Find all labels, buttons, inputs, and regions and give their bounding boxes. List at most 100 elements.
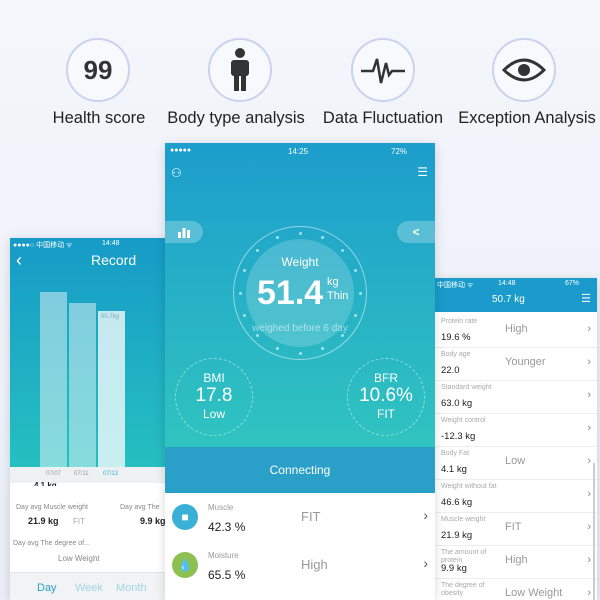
person-icon bbox=[208, 38, 272, 102]
chevron-right-icon: › bbox=[587, 323, 591, 335]
row-status: High bbox=[505, 554, 528, 566]
menu-icon[interactable]: ☰ bbox=[417, 165, 428, 179]
tab-week[interactable]: Week bbox=[75, 582, 103, 594]
metric-value: 65.5 % bbox=[208, 568, 246, 582]
detail-screen: 中国移动 ᯤ 14:48 67% 50.7 kg ☰ Protein rate 1… bbox=[435, 278, 597, 600]
row-label: Weight without fat bbox=[441, 483, 497, 490]
chevron-right-icon: › bbox=[423, 555, 428, 571]
row-label: Muscle weight bbox=[441, 516, 486, 523]
chevron-right-icon: › bbox=[423, 507, 428, 523]
score-glyph: 99 bbox=[83, 54, 113, 85]
chevron-right-icon: › bbox=[587, 455, 591, 467]
row-value: -12.3 kg bbox=[441, 431, 476, 442]
bfr-gauge[interactable]: BFR 10.6% FIT bbox=[347, 358, 425, 436]
bar[interactable] bbox=[69, 302, 96, 467]
gauge-tick bbox=[321, 346, 325, 350]
record-chart: 50.7kg bbox=[10, 278, 168, 467]
date-label-selected[interactable]: 07/13 bbox=[103, 471, 119, 477]
chevron-right-icon: › bbox=[587, 389, 591, 401]
share-icon: < bbox=[412, 225, 420, 239]
chevron-right-icon: › bbox=[587, 422, 591, 434]
gauge-tick bbox=[238, 291, 242, 295]
status-time: 14:48 bbox=[102, 240, 120, 247]
feature-label-data-fluctuation: Data Fluctuation bbox=[322, 109, 444, 127]
feature-label-health-score: Health score bbox=[52, 109, 146, 127]
detail-row[interactable]: Standard weight 63.0 kg › bbox=[435, 381, 597, 414]
date-strip: 07/07 07/11 07/13 bbox=[10, 467, 168, 483]
gauge-tick bbox=[340, 249, 344, 253]
row-status: Low Weight bbox=[505, 587, 563, 599]
chevron-right-icon: › bbox=[587, 554, 591, 566]
detail-row[interactable]: Body age 22.0 Younger › bbox=[435, 348, 597, 381]
row-status: Younger bbox=[505, 356, 546, 368]
feature-label-body-type: Body type analysis bbox=[167, 109, 305, 127]
chart-button[interactable] bbox=[165, 221, 203, 243]
detail-row[interactable]: The amount of protein 9.9 kg High › bbox=[435, 546, 597, 579]
bar[interactable] bbox=[40, 292, 67, 467]
detail-row[interactable]: Body Fat 4.1 kg Low › bbox=[435, 447, 597, 480]
status-time: 14:25 bbox=[288, 147, 309, 156]
detail-row[interactable]: Weight without fat 46.6 kg › bbox=[435, 480, 597, 513]
bmi-gauge[interactable]: BMI 17.8 Low bbox=[175, 358, 253, 436]
bar[interactable]: 50.7kg bbox=[98, 311, 125, 467]
metric-label: Moisture bbox=[208, 551, 239, 560]
detail-row[interactable]: The degree of obesity Low Weight › bbox=[435, 579, 597, 600]
metric-row[interactable]: ■ Muscle 42.3 % FIT › bbox=[165, 493, 435, 541]
metric-status: High bbox=[301, 557, 328, 572]
bfr-label: BFR bbox=[374, 371, 398, 385]
share-button[interactable]: < bbox=[397, 221, 435, 243]
status-time: 14:48 bbox=[498, 280, 516, 287]
feature-label-exception-analysis: Exception Analysis bbox=[458, 109, 596, 127]
row-value: 19.6 % bbox=[441, 332, 471, 343]
gauge-tick bbox=[275, 236, 279, 240]
metric-label: Muscle bbox=[208, 503, 234, 512]
row-value: 22.0 bbox=[441, 365, 460, 376]
stat-label: Day avg Muscle weight bbox=[16, 504, 88, 511]
row-value: 9.9 kg bbox=[441, 563, 467, 574]
row-label: Weight control bbox=[441, 417, 486, 424]
gauge-tick bbox=[298, 351, 302, 355]
status-battery: 72% bbox=[391, 147, 408, 156]
bmi-status: Low bbox=[202, 407, 225, 421]
metric-value: 42.3 % bbox=[208, 520, 246, 534]
metric-row[interactable]: 💧 Moisture 65.5 % High › bbox=[165, 541, 435, 589]
detail-row[interactable]: Weight control -12.3 kg › bbox=[435, 414, 597, 447]
row-value: 63.0 kg bbox=[441, 398, 473, 409]
back-button[interactable]: ‹ bbox=[16, 250, 22, 270]
weight-status: Thin bbox=[327, 290, 349, 302]
tab-month[interactable]: Month bbox=[116, 582, 147, 594]
muscle-icon: ■ bbox=[172, 504, 198, 530]
row-label: Standard weight bbox=[441, 384, 492, 391]
page-title: Record bbox=[91, 252, 137, 268]
weight-gauge bbox=[233, 226, 367, 360]
date-label[interactable]: 07/11 bbox=[74, 471, 89, 477]
gauge-tick bbox=[358, 291, 362, 295]
weighed-note: weighed before 6 day bbox=[252, 323, 348, 334]
status-carrier: 中国移动 ᯤ bbox=[437, 282, 474, 289]
bar-data-label: 50.7kg bbox=[101, 314, 120, 321]
chevron-right-icon: › bbox=[587, 356, 591, 368]
gauge-tick bbox=[256, 249, 260, 253]
stat-label: Day avg The bbox=[120, 504, 160, 511]
gauge-tick bbox=[353, 268, 357, 272]
scrollbar[interactable] bbox=[593, 463, 595, 600]
health-score-icon: 99 bbox=[66, 38, 130, 102]
tab-day[interactable]: Day bbox=[37, 582, 57, 594]
metric-status: FIT bbox=[301, 509, 321, 524]
row-value: 46.6 kg bbox=[441, 497, 473, 508]
bmi-value: 17.8 bbox=[195, 385, 233, 406]
detail-row[interactable]: Muscle weight 21.9 kg FIT › bbox=[435, 513, 597, 546]
row-status: Low bbox=[505, 455, 526, 467]
profile-icon[interactable]: ⚇ bbox=[171, 166, 182, 180]
cut-value: 4.1 kg bbox=[34, 481, 57, 486]
water-drop-icon: 💧 bbox=[172, 552, 198, 578]
pulse-icon bbox=[351, 38, 415, 102]
gauge-tick bbox=[353, 314, 357, 318]
chevron-right-icon: › bbox=[587, 521, 591, 533]
detail-row[interactable]: Protein rate 19.6 % High › bbox=[435, 315, 597, 348]
gauge-tick bbox=[298, 231, 302, 235]
connecting-bar[interactable]: Connecting bbox=[165, 447, 435, 493]
date-label[interactable]: 07/07 bbox=[46, 471, 62, 477]
row-label: The degree of obesity bbox=[441, 582, 485, 597]
menu-icon[interactable]: ☰ bbox=[581, 293, 591, 305]
